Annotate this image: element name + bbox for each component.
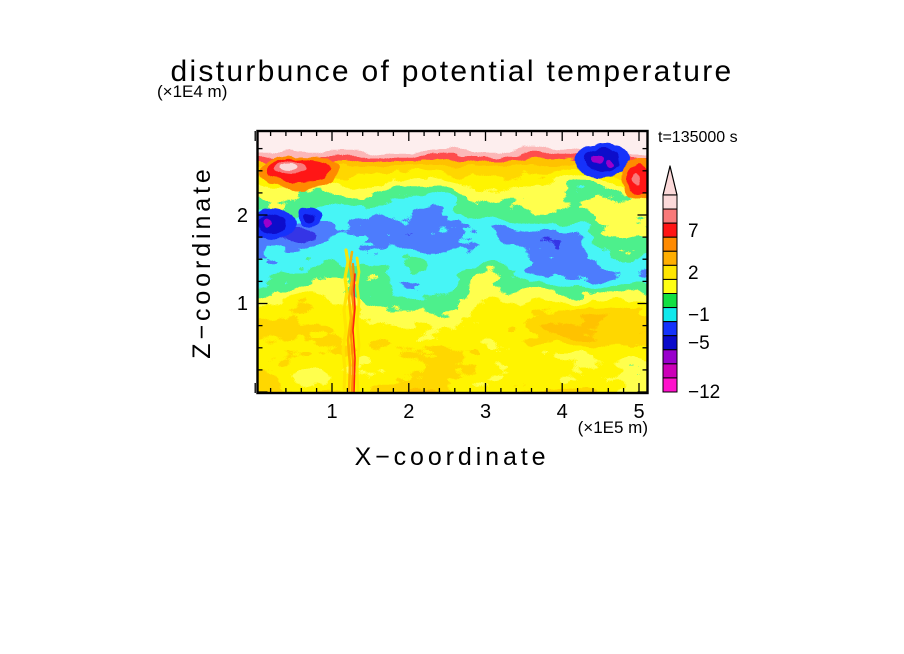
svg-text:4: 4 [557,401,568,423]
svg-text:2: 2 [403,401,414,423]
svg-text:(×1E5 m): (×1E5 m) [578,418,648,437]
svg-text:2: 2 [237,205,248,227]
svg-text:7: 7 [688,221,699,242]
svg-text:1: 1 [326,401,337,423]
svg-text:−12: −12 [688,382,720,403]
svg-text:3: 3 [480,401,491,423]
svg-text:2: 2 [688,263,699,284]
svg-text:(×1E4 m): (×1E4 m) [157,82,227,101]
svg-text:t=135000 s: t=135000 s [658,129,738,146]
svg-text:X−coordinate: X−coordinate [355,443,550,471]
svg-text:disturbunce of potential tempe: disturbunce of potential temperature [170,55,733,88]
svg-text:1: 1 [237,293,248,315]
svg-text:−1: −1 [688,305,710,326]
svg-text:Z−coordinate: Z−coordinate [188,165,216,358]
svg-text:−5: −5 [688,333,710,354]
